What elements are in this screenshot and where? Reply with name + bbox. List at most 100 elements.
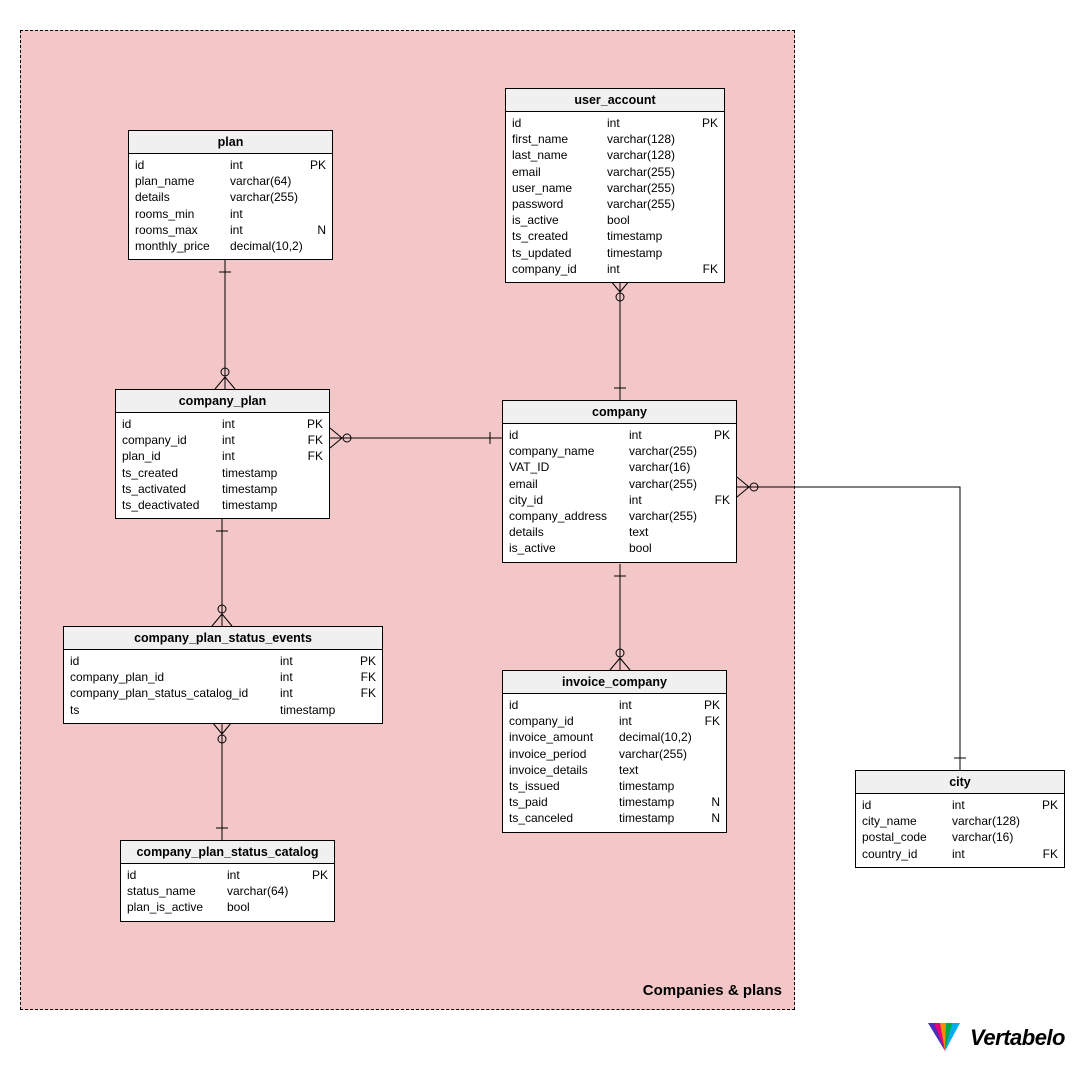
- column-name: is_active: [509, 540, 629, 556]
- column-flag: [308, 899, 328, 915]
- column-row: status_namevarchar(64): [127, 883, 328, 899]
- entity-body: idintPKstatus_namevarchar(64)plan_is_act…: [121, 864, 334, 921]
- column-name: city_id: [509, 492, 629, 508]
- entity-body: idintPKcompany_idintFKinvoice_amountdeci…: [503, 694, 726, 832]
- column-row: company_plan_idintFK: [70, 669, 376, 685]
- column-row: tstimestamp: [70, 702, 376, 718]
- column-name: company_address: [509, 508, 629, 524]
- column-type: int: [280, 685, 356, 701]
- column-type: timestamp: [607, 228, 698, 244]
- column-flag: PK: [356, 653, 376, 669]
- column-type: int: [280, 653, 356, 669]
- column-type: timestamp: [280, 702, 356, 718]
- column-name: VAT_ID: [509, 459, 629, 475]
- column-flag: [698, 180, 718, 196]
- column-name: last_name: [512, 147, 607, 163]
- column-row: rooms_maxintN: [135, 222, 326, 238]
- column-row: plan_is_activebool: [127, 899, 328, 915]
- entity-user_account: user_accountidintPKfirst_namevarchar(128…: [505, 88, 725, 283]
- column-row: monthly_pricedecimal(10,2): [135, 238, 326, 254]
- column-name: id: [122, 416, 222, 432]
- column-row: rooms_minint: [135, 206, 326, 222]
- column-row: company_plan_status_catalog_idintFK: [70, 685, 376, 701]
- column-flag: [698, 228, 718, 244]
- column-type: varchar(64): [227, 883, 308, 899]
- column-type: varchar(255): [607, 164, 698, 180]
- column-name: postal_code: [862, 829, 952, 845]
- column-row: city_namevarchar(128): [862, 813, 1058, 829]
- column-type: int: [280, 669, 356, 685]
- vertabelo-logo: Vertabelo: [928, 1023, 1065, 1053]
- column-type: int: [952, 797, 1038, 813]
- column-row: ts_createdtimestamp: [512, 228, 718, 244]
- column-name: invoice_amount: [509, 729, 619, 745]
- column-row: ts_issuedtimestamp: [509, 778, 720, 794]
- column-row: invoice_amountdecimal(10,2): [509, 729, 720, 745]
- column-row: company_idintFK: [512, 261, 718, 277]
- column-flag: [698, 147, 718, 163]
- column-flag: [710, 524, 730, 540]
- column-type: int: [629, 492, 710, 508]
- entity-title: company_plan_status_events: [64, 627, 382, 650]
- column-flag: [698, 212, 718, 228]
- column-name: invoice_period: [509, 746, 619, 762]
- column-type: decimal(10,2): [230, 238, 306, 254]
- column-row: ts_createdtimestamp: [122, 465, 323, 481]
- column-flag: PK: [308, 867, 328, 883]
- column-name: ts: [70, 702, 280, 718]
- column-type: int: [952, 846, 1038, 862]
- column-type: int: [230, 222, 306, 238]
- column-flag: [303, 481, 323, 497]
- column-flag: [710, 540, 730, 556]
- column-name: ts_deactivated: [122, 497, 222, 513]
- column-name: id: [509, 697, 619, 713]
- column-type: int: [619, 697, 700, 713]
- column-row: ts_canceledtimestampN: [509, 810, 720, 826]
- column-flag: [698, 245, 718, 261]
- column-type: timestamp: [619, 810, 700, 826]
- column-flag: [700, 729, 720, 745]
- column-row: invoice_detailstext: [509, 762, 720, 778]
- column-type: bool: [629, 540, 710, 556]
- column-flag: [356, 702, 376, 718]
- entity-company: companyidintPKcompany_namevarchar(255)VA…: [502, 400, 737, 563]
- entity-plan: planidintPKplan_namevarchar(64)detailsva…: [128, 130, 333, 260]
- column-name: plan_id: [122, 448, 222, 464]
- column-name: company_id: [512, 261, 607, 277]
- column-type: timestamp: [222, 465, 303, 481]
- column-type: varchar(255): [619, 746, 700, 762]
- column-row: plan_idintFK: [122, 448, 323, 464]
- column-type: int: [222, 432, 303, 448]
- column-flag: N: [700, 810, 720, 826]
- column-row: idintPK: [512, 115, 718, 131]
- column-type: int: [607, 115, 698, 131]
- entity-city: cityidintPKcity_namevarchar(128)postal_c…: [855, 770, 1065, 868]
- column-name: company_id: [509, 713, 619, 729]
- entity-body: idintPKcity_namevarchar(128)postal_codev…: [856, 794, 1064, 867]
- entity-body: idintPKplan_namevarchar(64)detailsvarcha…: [129, 154, 332, 259]
- entity-company_plan_status_events: company_plan_status_eventsidintPKcompany…: [63, 626, 383, 724]
- column-name: company_plan_status_catalog_id: [70, 685, 280, 701]
- column-name: status_name: [127, 883, 227, 899]
- column-row: emailvarchar(255): [512, 164, 718, 180]
- column-type: varchar(128): [607, 131, 698, 147]
- column-type: varchar(64): [230, 173, 306, 189]
- column-name: id: [862, 797, 952, 813]
- column-name: email: [509, 476, 629, 492]
- column-name: id: [135, 157, 230, 173]
- column-flag: [306, 173, 326, 189]
- column-type: timestamp: [222, 497, 303, 513]
- column-flag: [1038, 829, 1058, 845]
- column-flag: FK: [700, 713, 720, 729]
- column-name: ts_issued: [509, 778, 619, 794]
- column-row: idintPK: [862, 797, 1058, 813]
- column-row: emailvarchar(255): [509, 476, 730, 492]
- column-flag: [698, 131, 718, 147]
- column-name: details: [135, 189, 230, 205]
- entity-title: user_account: [506, 89, 724, 112]
- column-flag: [306, 206, 326, 222]
- column-flag: [306, 238, 326, 254]
- vertabelo-logo-text: Vertabelo: [970, 1025, 1065, 1051]
- column-flag: [303, 465, 323, 481]
- column-name: plan_is_active: [127, 899, 227, 915]
